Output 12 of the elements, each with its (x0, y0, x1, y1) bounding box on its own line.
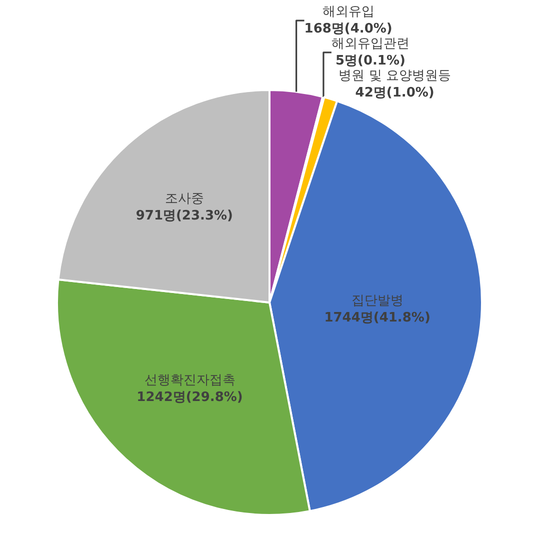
data-label: 5명(0.1%) (335, 53, 406, 68)
slice-label: 해외유입 (322, 4, 374, 20)
data-label: 168명(4.0%) (304, 22, 392, 37)
data-label: 971명(23.3%) (136, 208, 233, 224)
data-label: 1744명(41.8%) (324, 310, 430, 326)
slice-label: 선행확진자접촉 (144, 373, 236, 388)
slice-label: 집단발병 (351, 294, 404, 309)
slice-label: 병원 및 요양병원등 (338, 68, 451, 84)
data-label: 1242명(29.8%) (136, 390, 243, 406)
data-label: 42명(1.0%) (355, 85, 434, 100)
slice-label: 조사중 (164, 192, 204, 207)
slice-label: 해외유입관련 (331, 36, 410, 52)
